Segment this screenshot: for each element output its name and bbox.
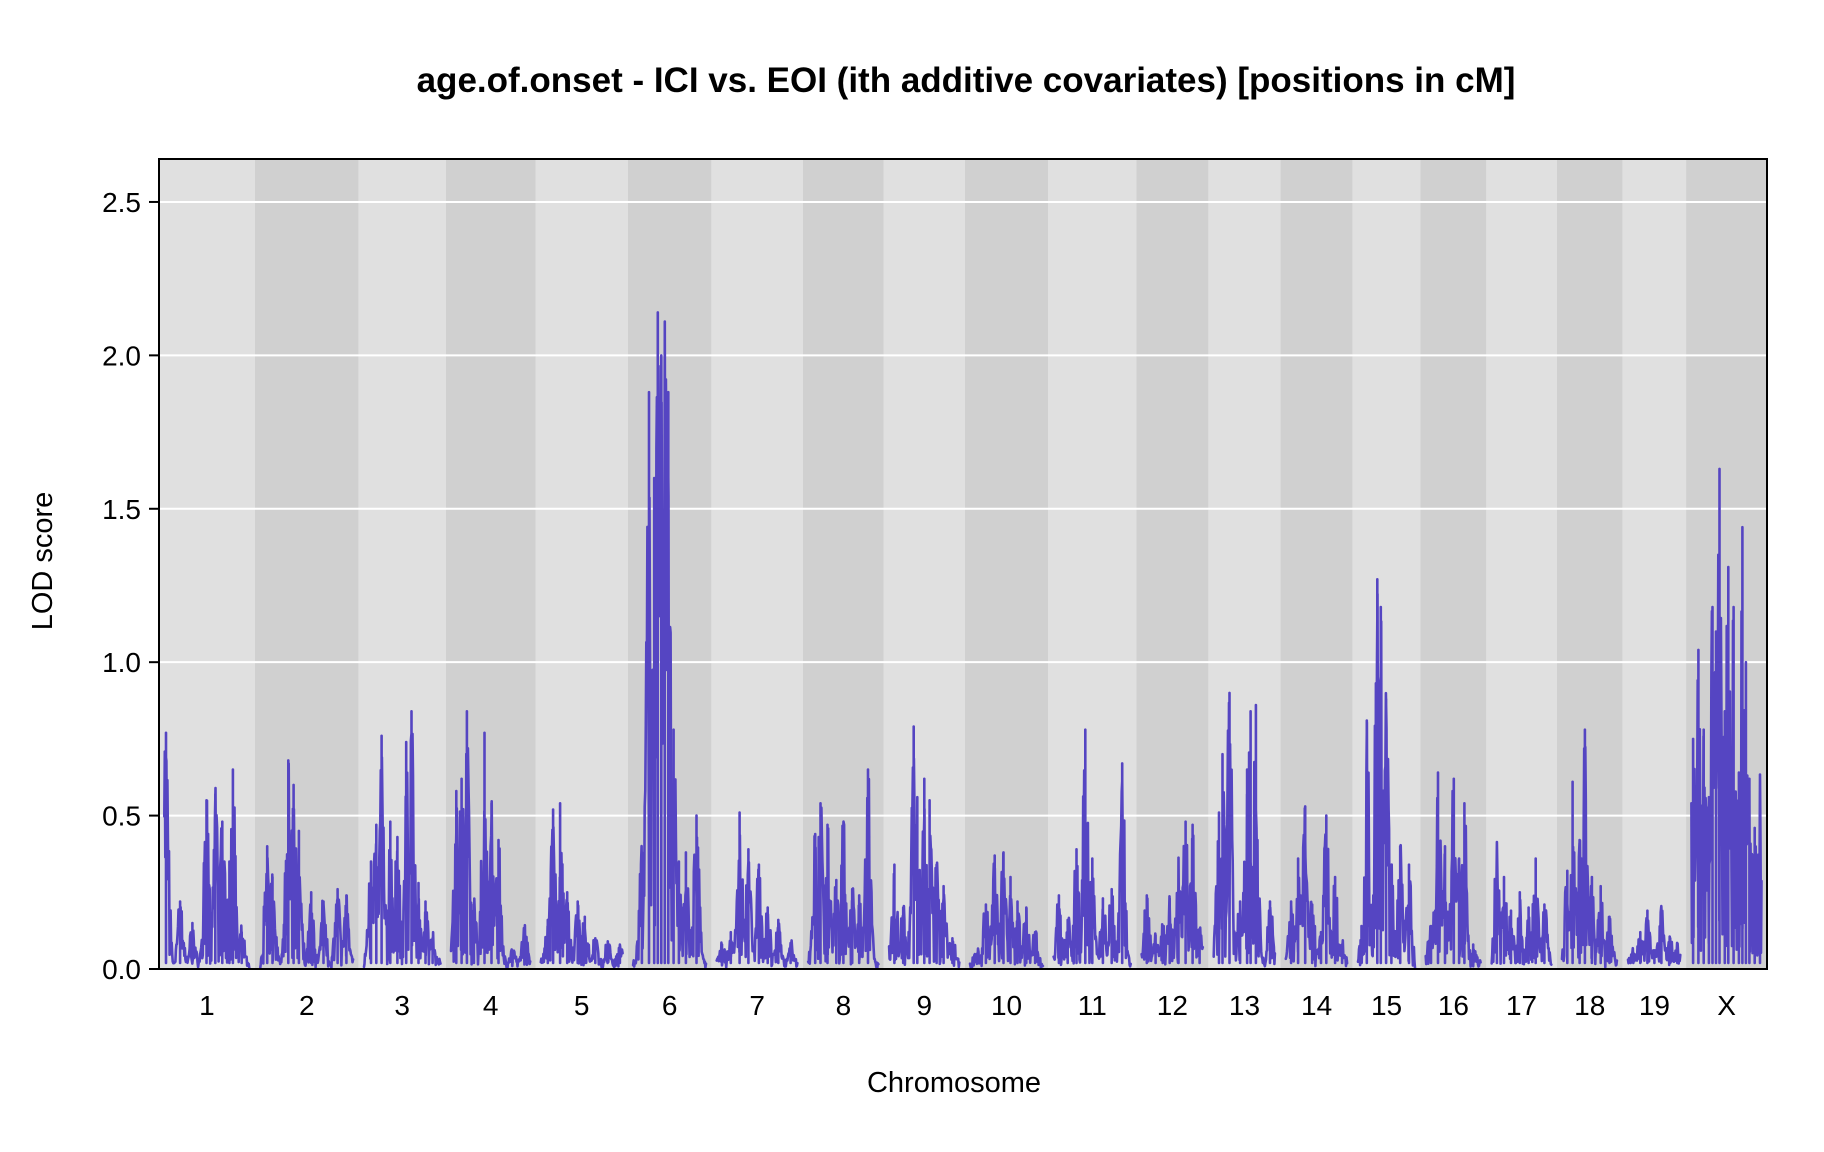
- x-tick-label-chr-11: 11: [1078, 990, 1107, 1021]
- x-tick-label-chr-8: 8: [836, 990, 852, 1021]
- lod-line-chr-4: [449, 710, 532, 970]
- band-chr-19: [1622, 159, 1687, 969]
- lod-line-chr-X: [1690, 467, 1763, 965]
- lod-line-chr-3: [362, 710, 442, 969]
- lod-line-chr-10: [968, 851, 1045, 969]
- y-tick-label: 0.0: [102, 954, 141, 985]
- lod-line-chr-9: [887, 725, 961, 969]
- y-axis: 0.0 0.5 1.0 1.5 2.0 2.5: [102, 187, 159, 985]
- x-tick-label-chr-13: 13: [1229, 990, 1260, 1021]
- x-axis-label: Chromosome: [867, 1067, 1041, 1099]
- y-axis-label: LOD score: [27, 492, 59, 631]
- y-tick-label: 1.0: [102, 647, 141, 678]
- x-tick-label-chr-7: 7: [749, 990, 765, 1021]
- y-tick-label: 1.5: [102, 494, 141, 525]
- band-chr-14: [1280, 159, 1353, 969]
- x-tick-label-chr-15: 15: [1371, 990, 1402, 1021]
- band-chr-3: [358, 159, 446, 969]
- x-tick-label-chr-5: 5: [574, 990, 590, 1021]
- band-chr-10: [964, 159, 1049, 969]
- y-tick-label: 2.5: [102, 187, 141, 218]
- plot-frame: [158, 158, 1768, 970]
- x-tick-label-chr-10: 10: [991, 990, 1022, 1021]
- lod-line-chr-5: [539, 802, 624, 970]
- lod-line-chr-19: [1626, 904, 1682, 967]
- band-chr-18: [1556, 159, 1623, 969]
- x-tick-label-chr-6: 6: [662, 990, 678, 1021]
- chart-title: age.of.onset - ICI vs. EOI (ith additive…: [417, 61, 1516, 100]
- lod-line-chr-8: [806, 768, 880, 970]
- band-chr-17: [1486, 159, 1557, 969]
- x-tick-label-chr-12: 12: [1157, 990, 1188, 1021]
- lod-line-chr-7: [715, 811, 799, 969]
- x-tick-label-chr-9: 9: [917, 990, 933, 1021]
- band-chr-7: [711, 159, 803, 969]
- x-tick-label-chr-4: 4: [483, 990, 499, 1021]
- lod-line-chr-16: [1424, 771, 1482, 968]
- lod-line-chr-17: [1490, 840, 1553, 966]
- y-tick-label: 2.0: [102, 340, 141, 371]
- x-tick-label-chr-19: 19: [1639, 990, 1670, 1021]
- x-tick-label-chr-1: 1: [199, 990, 215, 1021]
- x-tick-label-chr-3: 3: [394, 990, 410, 1021]
- lod-line-chr-18: [1560, 728, 1619, 969]
- band-chr-2: [254, 159, 359, 969]
- lod-line-chr-6: [631, 311, 708, 969]
- lod-series: [163, 311, 1763, 970]
- lod-line-chr-2: [258, 759, 355, 970]
- lod-line-chr-15: [1356, 578, 1417, 970]
- x-tick-label-chr-16: 16: [1438, 990, 1469, 1021]
- chromosome-bands: [159, 159, 1767, 969]
- lod-line-chr-14: [1284, 805, 1349, 968]
- x-tick-label-chr-18: 18: [1574, 990, 1605, 1021]
- lod-line-chr-1: [163, 731, 251, 970]
- lod-line-chr-12: [1140, 820, 1205, 966]
- band-chr-13: [1208, 159, 1281, 969]
- x-tick-label-chr-14: 14: [1301, 990, 1332, 1021]
- y-tick-label: 0.5: [102, 801, 141, 832]
- x-axis: 1 2 3 4 5 6 7 8 9 10 11 12 13 14 15 16 17 18 19 X: [199, 990, 1736, 1021]
- band-chr-12: [1136, 159, 1209, 969]
- x-tick-label-chr-2: 2: [299, 990, 315, 1021]
- x-tick-label-chr-X: X: [1717, 990, 1736, 1021]
- lod-line-chr-11: [1052, 728, 1132, 968]
- band-chr-5: [535, 159, 628, 969]
- x-tick-label-chr-17: 17: [1506, 990, 1537, 1021]
- gridlines: [159, 200, 1767, 817]
- lod-line-chr-13: [1212, 691, 1277, 968]
